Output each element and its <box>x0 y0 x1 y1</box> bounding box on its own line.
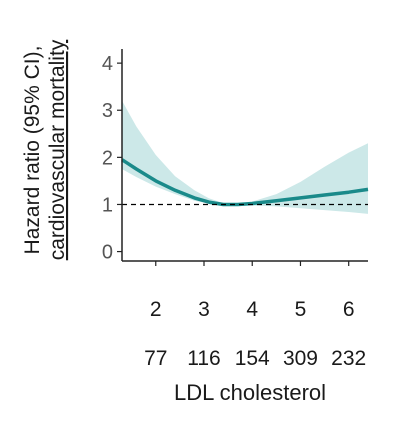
x-axis-label: LDL cholesterol <box>174 380 326 405</box>
x-tick-label-row1-1: 3 <box>198 298 210 321</box>
x-tick-label-row1-4: 6 <box>343 298 355 321</box>
y-tick-label-2: 2 <box>102 147 113 169</box>
y-tick-label-0: 0 <box>102 242 113 264</box>
x-tick-label-row2-1: 116 <box>187 347 220 370</box>
y-tick-label-4: 4 <box>102 53 113 75</box>
x-tick-label-row2-3: 309 <box>283 347 318 370</box>
x-tick-label-row1-3: 5 <box>295 298 307 321</box>
y-axis-label-line-2: cardiovascular mortality <box>46 39 69 260</box>
x-tick-label-row2-2: 154 <box>235 347 270 370</box>
confidence-band-0 <box>122 100 368 214</box>
y-tick-label-1: 1 <box>102 194 113 216</box>
x-tick-label-row2-0: 77 <box>144 347 167 370</box>
y-tick-label-3: 3 <box>102 100 113 122</box>
y-axis-label-line-1: Hazard ratio (95% CI), <box>21 46 44 255</box>
x-tick-label-row1-0: 2 <box>150 298 162 321</box>
x-tick-label-row2-4: 232 <box>331 347 366 370</box>
x-tick-label-row1-2: 4 <box>246 298 258 321</box>
